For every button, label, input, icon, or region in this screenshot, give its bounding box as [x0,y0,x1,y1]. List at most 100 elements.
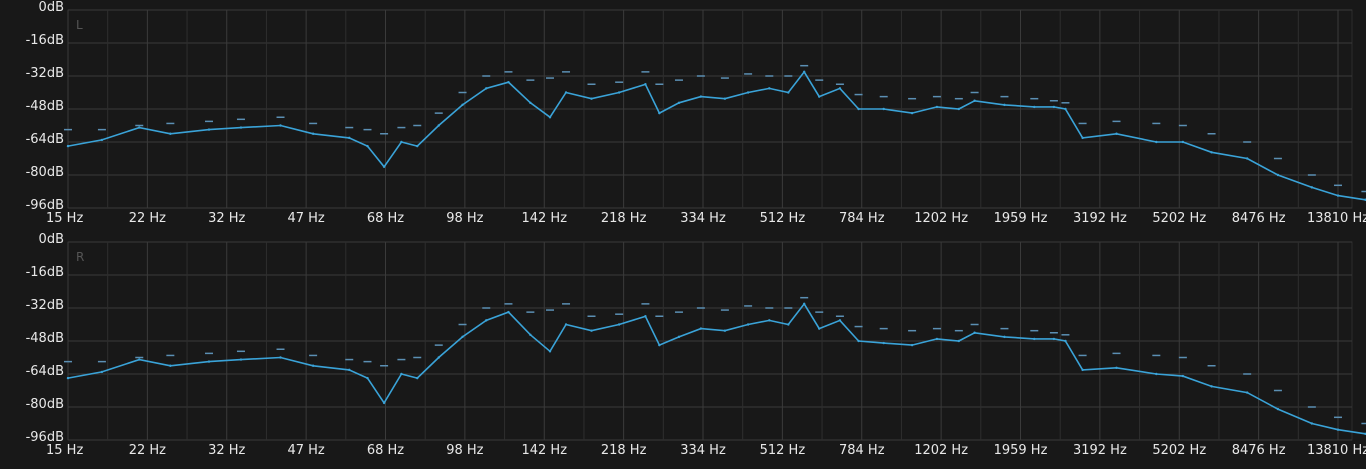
spectrum-point [1276,407,1280,411]
spectrum-point [1276,173,1280,177]
spectrum-point [935,337,939,341]
spectrum-point [239,358,243,361]
spectrum-point [644,83,647,86]
spectrum-point [461,335,464,339]
spectrum-point [1310,186,1314,189]
spectrum-point [1003,335,1006,339]
spectrum-point [1336,428,1340,431]
spectrum-point [1115,366,1118,370]
spectrum-point [138,358,141,361]
spectrum-point [1210,385,1213,388]
y-tick-label: -96dB [25,198,64,213]
spectrum-point [723,97,727,100]
spectrum-point [699,327,703,330]
spectrum-plot-left [64,9,1366,209]
spectrum-point [882,341,885,345]
channel-label-right: R [76,250,85,264]
y-tick-label: -48dB [25,331,64,346]
x-tick-label: 32 Hz [208,443,246,458]
spectrum-point [416,376,419,380]
spectrum-point [957,339,961,343]
x-tick-label: 218 Hz [600,443,647,458]
spectrum-point [382,401,386,405]
spectrum-point [66,144,70,148]
spectrum-point [746,323,750,326]
x-tick-label: 98 Hz [446,211,484,226]
spectrum-point [818,95,821,98]
y-tick-label: -32dB [25,298,64,313]
spectrum-point [838,319,842,322]
spectrum-point [768,87,771,90]
spectrum-point [66,376,70,380]
spectrum-panel-right: R 0dB -16dB -32dB -48dB -64dB -80dB -96dB 15 Hz… [0,232,1366,469]
spectrum-point [1081,368,1084,372]
spectrum-point [416,144,419,148]
spectrum-point [1052,105,1056,109]
x-tick-label: 98 Hz [446,443,484,458]
spectrum-point [366,376,369,380]
spectrum-point [400,372,403,376]
spectrum-point [882,107,885,111]
spectrum-point [1181,140,1185,144]
y-tick-label: 0dB [38,232,64,247]
spectrum-point [311,132,315,135]
spectrum-point [857,107,860,111]
x-tick-label: 334 Hz [680,443,726,458]
spectrum-point [935,105,939,109]
spectrum-point [1081,136,1084,140]
x-tick-label: 8476 Hz [1231,443,1286,458]
spectrum-point [1033,337,1036,341]
x-tick-label: 218 Hz [600,211,647,226]
spectrum-point [1052,337,1056,341]
spectrum-point [973,331,976,334]
spectrum-point [100,138,104,142]
x-tick-label: 334 Hz [680,211,726,226]
spectrum-point [838,87,842,90]
spectrum-point [529,101,532,105]
spectrum-point [658,343,661,347]
spectrum-point [437,124,440,127]
spectrum-point [348,368,351,372]
x-tick-label: 47 Hz [287,211,325,226]
spectrum-point [1115,132,1118,135]
spectrum-point [1064,107,1067,111]
spectrum-point [1336,194,1340,197]
x-tick-label: 784 Hz [838,211,885,226]
spectrum-point [957,107,961,111]
spectrum-point [973,99,976,102]
spectrum-point [658,111,661,115]
x-tick-label: 142 Hz [521,443,568,458]
y-tick-label: -48dB [25,99,64,114]
y-tick-label: -16dB [25,33,64,48]
spectrum-point [564,91,568,94]
spectrum-point [818,327,821,330]
x-tick-label: 5202 Hz [1152,211,1207,226]
spectrum-point [699,95,703,98]
x-tick-label: 1202 Hz [914,211,969,226]
spectrum-point [169,132,172,135]
spectrum-point [644,315,647,318]
y-tick-label: -32dB [25,66,64,81]
spectrum-point [802,70,806,74]
spectrum-point [910,111,914,115]
spectrum-point [279,356,282,359]
spectrum-point [677,335,681,339]
spectrum-point [768,319,771,322]
y-tick-label: -64dB [25,132,64,147]
spectrum-panel-left: L 0dB -16dB -32dB -48dB -64dB -80dB -96dB 15 Hz… [0,0,1366,232]
x-tick-label: 13810 Hz [1306,211,1366,226]
spectrum-point [485,319,488,322]
y-tick-label: 0dB [38,0,64,15]
spectrum-point [564,323,568,326]
spectrum-point [590,329,593,332]
spectrum-point [382,165,386,168]
spectrum-point [1210,151,1213,154]
x-tick-label: 68 Hz [366,211,405,226]
spectrum-point [1245,157,1249,160]
spectrum-point [857,339,860,343]
spectrum-point [400,140,403,144]
spectrum-point [1064,339,1067,343]
spectrum-point [590,97,593,100]
spectrum-point [1310,422,1314,425]
